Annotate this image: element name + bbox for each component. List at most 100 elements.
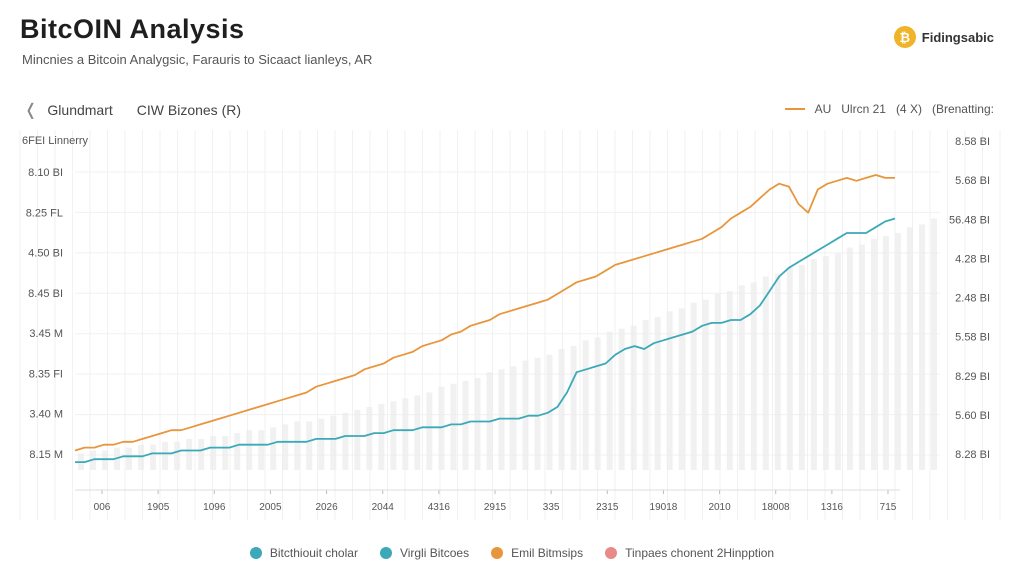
background-bar — [126, 447, 133, 470]
background-bar — [810, 259, 817, 470]
x-tick-label: 2315 — [596, 502, 619, 513]
background-bar — [150, 444, 157, 470]
background-bar — [330, 415, 337, 470]
x-tick-label: 2026 — [315, 502, 338, 513]
background-bar — [210, 436, 217, 470]
background-bar — [402, 398, 409, 470]
brand[interactable]: ₿ Fidingsabic — [893, 26, 994, 48]
x-tick-label: 2915 — [484, 502, 507, 513]
y-tick-label-left: 8.35 FI — [29, 368, 63, 380]
top-legend-item2: Ulrcn 21 — [841, 102, 886, 116]
y-tick-label-right: 4.28 BI — [955, 253, 990, 265]
legend-item[interactable]: Emil Bitmsips — [491, 546, 583, 560]
background-bar — [282, 424, 289, 470]
x-tick-label: 1096 — [203, 502, 226, 513]
background-bar — [474, 378, 481, 470]
background-bar — [822, 256, 829, 470]
legend-label: Bitcthiouit cholar — [269, 546, 358, 560]
background-bar — [834, 253, 841, 470]
y-tick-label-right: 8.28 BI — [955, 449, 990, 461]
background-bar — [342, 412, 349, 470]
background-bar — [438, 386, 445, 470]
legend-line-swatch — [784, 108, 805, 110]
legend-item[interactable]: Bitcthiouit cholar — [249, 546, 358, 560]
page-title: BitcOIN Analysis — [20, 14, 245, 44]
background-bar — [714, 293, 721, 470]
background-bar — [234, 433, 241, 470]
legend-dot-icon — [605, 547, 618, 559]
background-bar — [354, 409, 361, 470]
background-bar — [462, 380, 469, 470]
y-tick-label-right: 5.60 BI — [955, 410, 990, 422]
y-tick-label-left: 4.50 BI — [28, 248, 63, 260]
y-tick-label-right: 5.68 BI — [955, 175, 990, 187]
y-tick-label-right: 8.29 BI — [955, 371, 990, 383]
bottom-legend: Bitcthiouit cholar Virgli Bitcoes Emil Bit… — [0, 546, 1024, 560]
background-bar — [894, 233, 901, 470]
background-bar — [162, 441, 169, 470]
background-bar — [846, 247, 853, 470]
background-bar — [366, 407, 373, 470]
background-bar — [222, 436, 229, 470]
top-legend: AU Ulrcn 21 (4 X) (Brenatting: — [784, 102, 994, 116]
background-bar — [738, 285, 745, 470]
background-bar — [318, 418, 325, 470]
background-bar — [726, 291, 733, 470]
background-bar — [918, 224, 925, 470]
background-bar — [594, 337, 601, 470]
y-tick-label-right: 5.58 BI — [955, 332, 990, 344]
legend-dot-icon — [379, 547, 392, 559]
legend-item[interactable]: Virgli Bitcoes — [379, 546, 470, 560]
background-bar — [570, 346, 577, 470]
background-bar — [498, 369, 505, 470]
y-tick-label-right: 56.48 BI — [949, 214, 990, 226]
top-legend-item3: (4 X) — [895, 102, 922, 116]
legend-dot-icon — [249, 547, 262, 559]
toolbar-item-glundmart[interactable]: Glundmart — [47, 102, 113, 118]
background-bar — [390, 401, 397, 470]
toolbar-item-zones[interactable]: CIW Bizones (R) — [136, 102, 241, 118]
y-tick-label-left: 8.10 BI — [28, 167, 63, 179]
background-bar — [258, 430, 265, 470]
background-bar — [606, 331, 613, 470]
background-bar — [426, 392, 433, 470]
bitcoin-logo-icon: ₿ — [893, 26, 916, 48]
background-bar — [690, 302, 697, 470]
chevron-left-icon[interactable]: ❬ — [24, 102, 38, 119]
background-bar — [378, 404, 385, 470]
background-bar — [102, 450, 109, 470]
y-tick-label-left: 3.45 M — [29, 328, 63, 340]
background-bar — [858, 244, 865, 470]
legend-item[interactable]: Tinpaes chonent 2Hinpption — [605, 546, 774, 560]
background-bar — [666, 311, 673, 470]
legend-dot-icon — [491, 547, 504, 559]
background-bar — [930, 218, 937, 470]
background-bar — [414, 395, 421, 470]
series-line-0 — [74, 174, 895, 452]
background-bar — [534, 357, 541, 470]
background-bar — [174, 441, 181, 470]
background-bar — [702, 299, 709, 470]
background-bar — [294, 421, 301, 470]
x-tick-label: 2044 — [372, 502, 395, 513]
background-bar — [882, 235, 889, 470]
x-tick-label: 4316 — [428, 502, 451, 513]
legend-label: Virgli Bitcoes — [399, 546, 470, 560]
x-tick-label: 006 — [94, 502, 111, 513]
background-bar — [138, 444, 145, 470]
y-tick-label-right: 2.48 BI — [955, 293, 990, 305]
x-tick-label: 2005 — [259, 502, 282, 513]
y-tick-label-left: 8.45 BI — [28, 288, 63, 300]
background-bar — [522, 360, 529, 470]
background-bar — [750, 282, 757, 470]
top-legend-label: AU — [814, 102, 832, 116]
background-bar — [630, 325, 637, 470]
background-bar — [678, 308, 685, 470]
legend-label: Tinpaes chonent 2Hinpption — [625, 546, 775, 560]
background-bar — [186, 438, 193, 470]
background-bar — [786, 267, 793, 470]
y-tick-label-left: 3.40 M — [29, 409, 63, 421]
background-bar — [246, 430, 253, 470]
chart-toolbar: ❬ Glundmart CIW Bizones (R) — [24, 100, 255, 120]
